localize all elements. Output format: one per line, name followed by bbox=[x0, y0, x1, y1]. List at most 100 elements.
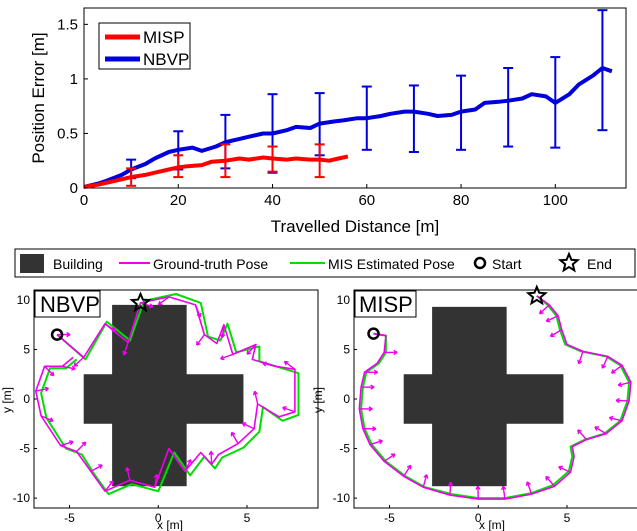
nbvp-heading-arrow bbox=[194, 304, 201, 318]
nbvp-heading-arrow bbox=[35, 387, 49, 392]
misp-heading-arrow bbox=[609, 417, 623, 422]
misp-heading-arrowhead bbox=[609, 415, 614, 419]
nbvp-heading-arrowhead bbox=[220, 333, 223, 338]
nbvp-heading-arrow bbox=[154, 474, 158, 488]
misp-heading-arrowhead bbox=[617, 381, 622, 386]
nbvp-heading-arrowhead bbox=[84, 442, 87, 447]
misp-start-marker bbox=[367, 327, 380, 340]
nbvp-heading-arrow bbox=[140, 302, 154, 308]
misp-heading-arrowhead bbox=[502, 485, 507, 490]
x-tick-label: 100 bbox=[543, 192, 568, 209]
nbvp-heading-arrowhead bbox=[49, 373, 54, 377]
misp-heading-arrow bbox=[578, 351, 584, 364]
nbvp-heading-arrow bbox=[126, 467, 131, 481]
nbvp-heading-arrowhead bbox=[49, 420, 54, 423]
misp-heading-arrowhead bbox=[426, 474, 429, 479]
nbvp-line bbox=[83, 66, 613, 189]
y-tick-label: 1.5 bbox=[57, 16, 78, 33]
nbvp-heading-arrowhead bbox=[157, 300, 161, 305]
nbvp-heading-arrow bbox=[220, 353, 234, 360]
nbvp-end-marker bbox=[129, 291, 152, 313]
nbvp-heading-arrowhead bbox=[231, 431, 236, 435]
nbvp-heading-arrow bbox=[246, 344, 257, 355]
nbvp-heading-arrowhead bbox=[246, 350, 249, 355]
misp-heading-arrow bbox=[611, 364, 623, 374]
nbvp-heading-arrowhead bbox=[66, 333, 71, 338]
nbvp-y-tick-label: 0 bbox=[23, 392, 30, 406]
nbvp-map-area: -5 0 5 10 5 0 -5 -10 bbox=[13, 291, 300, 525]
misp-heading-arrowhead bbox=[610, 369, 614, 374]
nbvp-heading-arrow bbox=[221, 324, 225, 338]
nbvp-heading-arrow bbox=[104, 323, 117, 332]
legend-start-label: Start bbox=[492, 256, 522, 272]
nbvp-heading-arrow bbox=[44, 365, 55, 377]
misp-heading-arrowhead bbox=[368, 408, 373, 412]
error-legend: MISP NBVP bbox=[98, 22, 191, 70]
misp-heading-arrowhead bbox=[370, 386, 375, 390]
nbvp-y-tick-label: 10 bbox=[17, 293, 31, 307]
nbvp-x-tick-label: 0 bbox=[155, 511, 162, 525]
misp-x-tick-label: -5 bbox=[384, 511, 395, 525]
misp-heading-arrowhead bbox=[477, 485, 481, 490]
misp-map-area: -5 0 5 10 5 0 -5 -10 bbox=[333, 284, 632, 525]
nbvp-heading-arrowhead bbox=[69, 441, 74, 446]
misp-heading-arrowhead bbox=[392, 453, 396, 459]
nbvp-heading-arrow bbox=[284, 360, 296, 370]
misp-heading-arrow bbox=[502, 486, 506, 500]
misp-heading-arrowhead bbox=[615, 397, 620, 402]
map-legend: Building Ground-truth Pose MIS Estimated… bbox=[14, 248, 636, 278]
legend-nbvp-label: NBVP bbox=[143, 50, 189, 69]
nbvp-title: NBVP bbox=[40, 292, 100, 317]
nbvp-heading-arrowhead bbox=[254, 390, 258, 395]
misp-title-box bbox=[354, 290, 417, 318]
misp-y-tick-label: -5 bbox=[339, 442, 350, 456]
nbvp-y-tick-label: -5 bbox=[19, 442, 30, 456]
misp-heading-arrow bbox=[577, 429, 588, 441]
misp-y-axis-label: y [m] bbox=[311, 387, 325, 413]
nbvp-heading-arrow bbox=[262, 362, 276, 367]
nbvp-heading-arrow bbox=[104, 480, 114, 492]
legend-estimated-label: MIS Estimated Pose bbox=[328, 256, 455, 272]
nbvp-heading-arrow bbox=[73, 356, 85, 367]
nbvp-y-tick-label: 5 bbox=[23, 342, 30, 356]
misp-heading-arrowhead bbox=[545, 317, 550, 322]
legend-start-marker bbox=[473, 256, 487, 270]
nbvp-heading-arrowhead bbox=[122, 350, 125, 355]
misp-heading-arrow bbox=[558, 466, 571, 473]
nbvp-heading-arrowhead bbox=[126, 467, 131, 471]
misp-end-marker bbox=[525, 284, 548, 306]
nbvp-heading-arrowhead bbox=[196, 313, 201, 318]
nbvp-x-tick-label: -5 bbox=[64, 511, 75, 525]
nbvp-heading-arrow bbox=[62, 365, 76, 370]
y-tick-label: 1 bbox=[70, 71, 78, 88]
nbvp-heading-arrow bbox=[230, 432, 239, 444]
legend-building-label: Building bbox=[53, 256, 103, 272]
nbvp-heading-arrowhead bbox=[99, 464, 103, 469]
nbvp-heading-arrowhead bbox=[45, 387, 49, 392]
misp-x-tick-label: 5 bbox=[564, 511, 571, 525]
x-tick-label: 60 bbox=[358, 192, 375, 209]
error-y-ticks: 0 0.5 1 1.5 bbox=[57, 16, 88, 197]
nbvp-heading-arrowhead bbox=[148, 306, 154, 309]
misp-heading-arrow bbox=[422, 474, 428, 488]
misp-heading-arrow bbox=[449, 482, 452, 496]
misp-x-tick-label: 0 bbox=[475, 511, 482, 525]
error-x-ticks: 0 20 40 60 80 100 bbox=[80, 184, 568, 209]
misp-heading-arrowhead bbox=[538, 309, 542, 314]
misp-heading-arrowhead bbox=[379, 440, 383, 445]
nbvp-heading-arrow bbox=[90, 464, 103, 472]
nbvp-building bbox=[83, 374, 244, 424]
nbvp-start-marker bbox=[50, 328, 64, 341]
misp-heading-arrow bbox=[383, 453, 396, 463]
misp-heading-arrowhead bbox=[577, 429, 582, 432]
misp-y-tick-label: 5 bbox=[343, 342, 350, 356]
x-tick-label: 0 bbox=[80, 192, 88, 209]
nbvp-y-tick-label: -10 bbox=[13, 491, 31, 505]
nbvp-heading-arrow bbox=[282, 406, 296, 413]
error-chart: 0 20 40 60 80 100 0 0.5 1 1.5 Travelled Distance… bbox=[29, 7, 627, 236]
nbvp-heading-arrow bbox=[242, 422, 255, 430]
x-tick-label: 80 bbox=[453, 192, 470, 209]
x-tick-label: 40 bbox=[264, 192, 281, 209]
misp-building bbox=[403, 374, 564, 424]
misp-heading-arrowhead bbox=[549, 332, 554, 337]
